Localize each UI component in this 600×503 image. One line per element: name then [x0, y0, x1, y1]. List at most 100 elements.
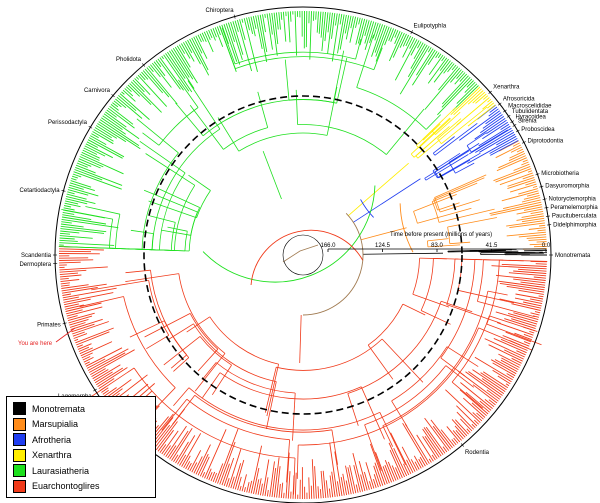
radial [454, 258, 478, 260]
label-tick [88, 125, 93, 129]
arc [432, 152, 436, 156]
label-tick [233, 14, 236, 19]
legend-item-marsupialia: Marsupialia [13, 417, 149, 433]
stem [299, 314, 302, 363]
legend-label: Laurasiatheria [32, 465, 90, 476]
radial [425, 114, 441, 130]
branch-xenarthra [348, 106, 488, 216]
label-tick [522, 141, 526, 144]
radial [423, 123, 441, 141]
radial [437, 152, 481, 179]
clade-xenarthra [450, 86, 496, 127]
radial [144, 313, 191, 338]
radial [148, 200, 197, 219]
radial [145, 153, 196, 186]
radial [448, 143, 480, 163]
label-tick [512, 124, 517, 127]
radial [433, 177, 485, 200]
radial [410, 117, 451, 155]
stem [353, 178, 421, 223]
arc [420, 258, 434, 311]
radial [385, 108, 425, 155]
label-tick [535, 173, 540, 176]
radial [427, 238, 449, 242]
radial [146, 334, 170, 350]
legend-item-laurasiatheria: Laurasiatheria [13, 463, 149, 479]
label-tick [506, 114, 511, 118]
radial [433, 258, 459, 260]
radial [91, 280, 149, 291]
radial [130, 229, 154, 234]
radial [477, 301, 535, 318]
radial [167, 226, 188, 232]
tip-fan [489, 140, 547, 250]
tip-fan [450, 86, 496, 127]
order-label: Microbiotheria [541, 171, 579, 177]
arc [356, 87, 427, 130]
radial [125, 269, 151, 274]
backbone-arc [302, 213, 364, 316]
arc [486, 260, 500, 325]
order-label: Paucituberculata [552, 214, 597, 220]
arc [151, 128, 221, 250]
order-label: Pholidota [116, 57, 142, 63]
arc [215, 362, 296, 394]
radial [471, 129, 508, 153]
legend-item-afrotheria: Afrotheria [13, 432, 149, 448]
arc [209, 316, 279, 365]
arc [193, 323, 277, 382]
radial [136, 118, 179, 154]
radial [178, 79, 199, 108]
radial [79, 296, 124, 308]
arc [440, 259, 476, 359]
arc [115, 214, 121, 249]
radial [478, 327, 533, 351]
label-tick [93, 388, 97, 392]
stem [262, 150, 282, 200]
radial [382, 425, 394, 447]
arc [234, 51, 356, 65]
arc [446, 258, 456, 305]
label-tick [542, 198, 547, 200]
radial [433, 136, 455, 154]
radial [356, 34, 374, 88]
arc [219, 372, 362, 400]
order-label: Proboscidea [521, 127, 555, 133]
order-label: Notoryctemorphia [549, 196, 597, 202]
euarch-arc [250, 229, 364, 286]
radial [474, 259, 504, 261]
radial [434, 122, 478, 156]
axis-tick-label: 83.0 [431, 243, 443, 249]
legend-swatch [13, 433, 26, 447]
radial [438, 208, 495, 223]
radial [445, 365, 475, 388]
legend-swatch [13, 448, 26, 462]
laurasia-arc [202, 185, 376, 283]
legend-label: Marsupialia [32, 419, 79, 430]
arc [427, 240, 429, 247]
order-label: Cetartiodactyla [20, 188, 61, 194]
arc [141, 152, 179, 250]
legend: Monotremata Marsupialia Afrotheria Xenar… [6, 396, 156, 498]
label-tick [544, 207, 549, 209]
arc [391, 346, 448, 402]
root-circle [282, 234, 324, 276]
arc [347, 301, 442, 394]
arc [415, 155, 419, 159]
tip-fan [459, 104, 519, 164]
radial [420, 310, 451, 325]
radial [296, 444, 299, 479]
radial [440, 357, 465, 377]
order-label: Didelphimorphia [553, 222, 597, 228]
arc [199, 336, 232, 366]
radial [499, 259, 548, 262]
label-tick [497, 102, 502, 106]
label-tick [503, 109, 507, 113]
afro-arc [360, 199, 374, 218]
radial [437, 118, 462, 140]
radial [416, 127, 435, 146]
arc [133, 367, 296, 459]
radial [221, 27, 236, 65]
radial [486, 323, 542, 346]
